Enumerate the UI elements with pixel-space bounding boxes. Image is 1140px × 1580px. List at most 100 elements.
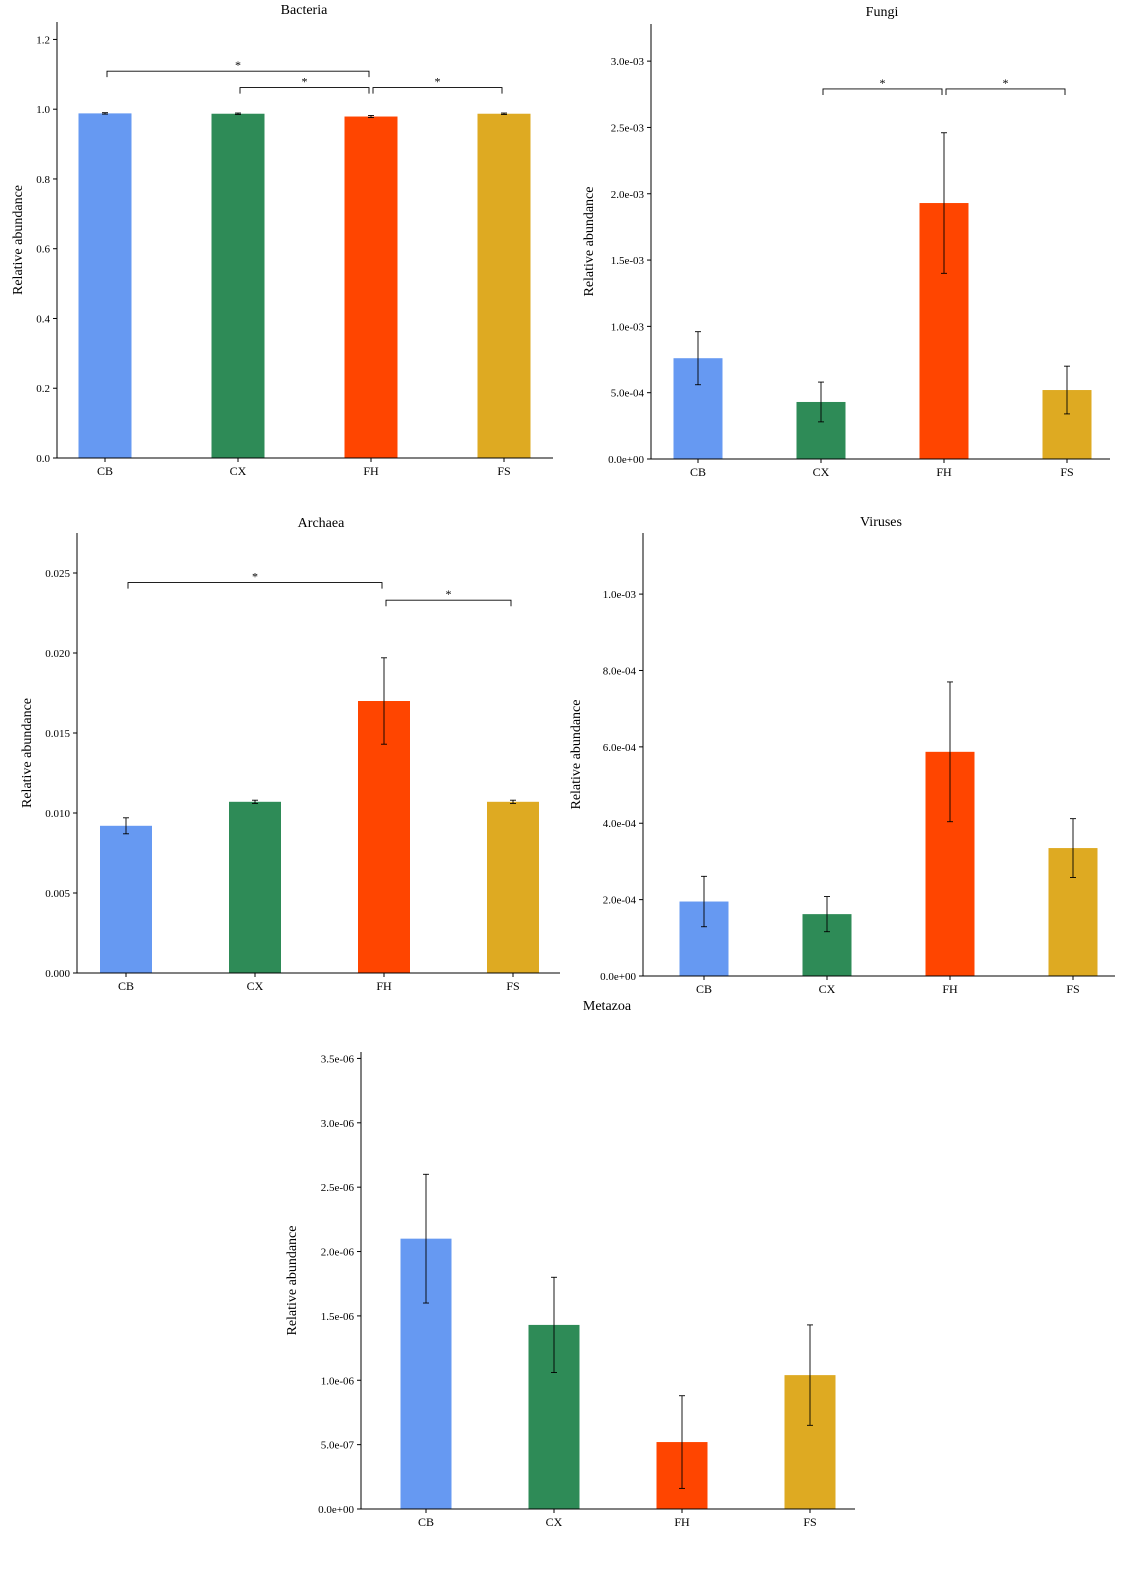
metazoa-y-tick-label: 2.0e-06 [321, 1247, 355, 1259]
archaea-bar-cb [100, 825, 152, 973]
metazoa-y-tick-label: 5.0e-07 [321, 1440, 355, 1452]
bacteria-significance-label: * [235, 58, 241, 72]
bacteria-x-tick-label-cx: CX [230, 464, 247, 478]
fungi-x-tick-label-cb: CB [690, 465, 706, 479]
bacteria-errorbar-cx [235, 112, 241, 115]
bacteria-errorbar-fs [501, 112, 507, 115]
archaea-y-tick-label: 0.005 [45, 888, 70, 900]
fungi-errorbar-fh [941, 132, 947, 274]
fungi-errorbar-cb [695, 331, 701, 386]
fungi-y-tick-label: 3.0e-03 [611, 56, 645, 68]
fungi-errorbar-fs [1064, 365, 1070, 415]
bacteria-bar-cb [78, 113, 132, 459]
viruses-y-tick-label: 6.0e-04 [603, 742, 637, 754]
bacteria-bar-fh [344, 116, 398, 458]
bacteria-bar-cx [211, 113, 265, 458]
metazoa-title: Metazoa [583, 999, 632, 1014]
viruses-errorbar-fs [1070, 818, 1076, 878]
fungi-title: Fungi [866, 5, 899, 20]
viruses-y-tick-label: 4.0e-04 [603, 818, 637, 830]
viruses-title: Viruses [860, 515, 902, 530]
metazoa-y-axis-label: Relative abundance [285, 1225, 300, 1335]
bacteria-y-tick-label: 0.2 [36, 383, 50, 395]
archaea-errorbar-fs [510, 799, 516, 804]
metazoa-errorbar-fh [679, 1395, 685, 1489]
viruses-y-tick-label: 8.0e-04 [603, 665, 637, 677]
viruses-errorbar-cx [824, 896, 830, 933]
fungi-x-tick-label-fh: FH [936, 465, 952, 479]
viruses-x-tick-label-fs: FS [1066, 982, 1079, 996]
bacteria-significance-label: * [435, 75, 441, 89]
metazoa-y-tick-label: 3.0e-06 [321, 1118, 355, 1130]
bacteria-title: Bacteria [281, 3, 328, 18]
fungi-y-tick-label: 1.5e-03 [611, 255, 645, 267]
fungi-errorbar-cx [818, 381, 824, 423]
bacteria-y-axis-label: Relative abundance [11, 185, 26, 295]
viruses-y-tick-label: 1.0e-03 [603, 589, 637, 601]
fungi-significance-bracket: * [945, 76, 1066, 95]
archaea-errorbar-cb [123, 817, 129, 835]
metazoa-panel: Metazoa Relative abundance CB CX FH FS 0.0e+00… [285, 999, 855, 1529]
bacteria-significance-bracket: * [239, 75, 370, 94]
fungi-y-tick-label: 5.0e-04 [611, 388, 645, 400]
bacteria-y-tick-label: 0.4 [36, 313, 50, 325]
archaea-y-tick-label: 0.020 [45, 648, 70, 660]
archaea-x-tick-label-cx: CX [247, 979, 264, 993]
viruses-y-tick-label: 0.0e+00 [600, 971, 636, 983]
viruses-errorbar-fh [947, 681, 953, 823]
viruses-errorbar-cb [701, 875, 707, 928]
archaea-bar-cx [229, 801, 281, 973]
archaea-y-tick-label: 0.000 [45, 968, 70, 980]
archaea-y-tick-label: 0.010 [45, 808, 70, 820]
bacteria-y-tick-label: 0.8 [36, 174, 50, 186]
archaea-significance-label: * [446, 587, 452, 601]
fungi-y-tick-label: 0.0e+00 [608, 454, 644, 466]
fungi-y-tick-label: 1.0e-03 [611, 321, 645, 333]
viruses-y-axis-label: Relative abundance [569, 699, 584, 809]
archaea-errorbar-fh [381, 657, 387, 745]
bacteria-significance-bracket: * [106, 58, 370, 78]
fungi-panel: Fungi Relative abundance CB CX FH FS 0.0e+00 5.… [582, 5, 1110, 479]
archaea-significance-bracket: * [385, 587, 512, 607]
archaea-y-tick-label: 0.025 [45, 568, 70, 580]
bacteria-y-tick-label: 0.6 [36, 244, 50, 256]
metazoa-y-tick-label: 3.5e-06 [321, 1053, 355, 1065]
metazoa-x-tick-label-fs: FS [803, 1515, 816, 1529]
bacteria-y-tick-label: 1.0 [36, 104, 50, 116]
archaea-x-tick-label-fs: FS [506, 979, 519, 993]
archaea-x-tick-label-fh: FH [376, 979, 392, 993]
archaea-bar-fs [487, 801, 539, 973]
bacteria-x-tick-label-fs: FS [497, 464, 510, 478]
archaea-x-tick-label-cb: CB [118, 979, 134, 993]
metazoa-y-tick-label: 1.0e-06 [321, 1375, 355, 1387]
fungi-significance-bracket: * [822, 76, 943, 95]
metazoa-errorbar-cx [551, 1276, 557, 1373]
metazoa-x-tick-label-cx: CX [546, 1515, 563, 1529]
archaea-bar-fh [358, 701, 410, 973]
bacteria-significance-label: * [302, 75, 308, 89]
viruses-x-tick-label-cb: CB [696, 982, 712, 996]
bacteria-x-tick-label-cb: CB [97, 464, 113, 478]
bacteria-bar-fs [477, 113, 531, 458]
archaea-significance-label: * [252, 570, 258, 584]
viruses-x-tick-label-cx: CX [819, 982, 836, 996]
metazoa-x-tick-label-cb: CB [418, 1515, 434, 1529]
archaea-errorbar-cx [252, 799, 258, 804]
fungi-x-tick-label-cx: CX [813, 465, 830, 479]
bacteria-x-tick-label-fh: FH [363, 464, 379, 478]
fungi-significance-label: * [1003, 76, 1009, 90]
metazoa-y-tick-label: 2.5e-06 [321, 1182, 355, 1194]
metazoa-errorbar-cb [423, 1173, 429, 1304]
metazoa-x-tick-label-fh: FH [674, 1515, 690, 1529]
metazoa-y-tick-label: 0.0e+00 [318, 1504, 354, 1516]
fungi-y-tick-label: 2.0e-03 [611, 189, 645, 201]
metazoa-errorbar-fs [807, 1324, 813, 1426]
archaea-y-axis-label: Relative abundance [20, 698, 35, 808]
fungi-x-tick-label-fs: FS [1060, 465, 1073, 479]
viruses-y-tick-label: 2.0e-04 [603, 895, 637, 907]
bacteria-significance-bracket: * [372, 75, 503, 94]
archaea-title: Archaea [298, 516, 345, 531]
bacteria-y-tick-label: 0.0 [36, 453, 50, 465]
fungi-y-axis-label: Relative abundance [582, 186, 597, 296]
bacteria-panel: Bacteria Relative abundance CB CX FH FS 0.0 0.2… [11, 3, 553, 478]
